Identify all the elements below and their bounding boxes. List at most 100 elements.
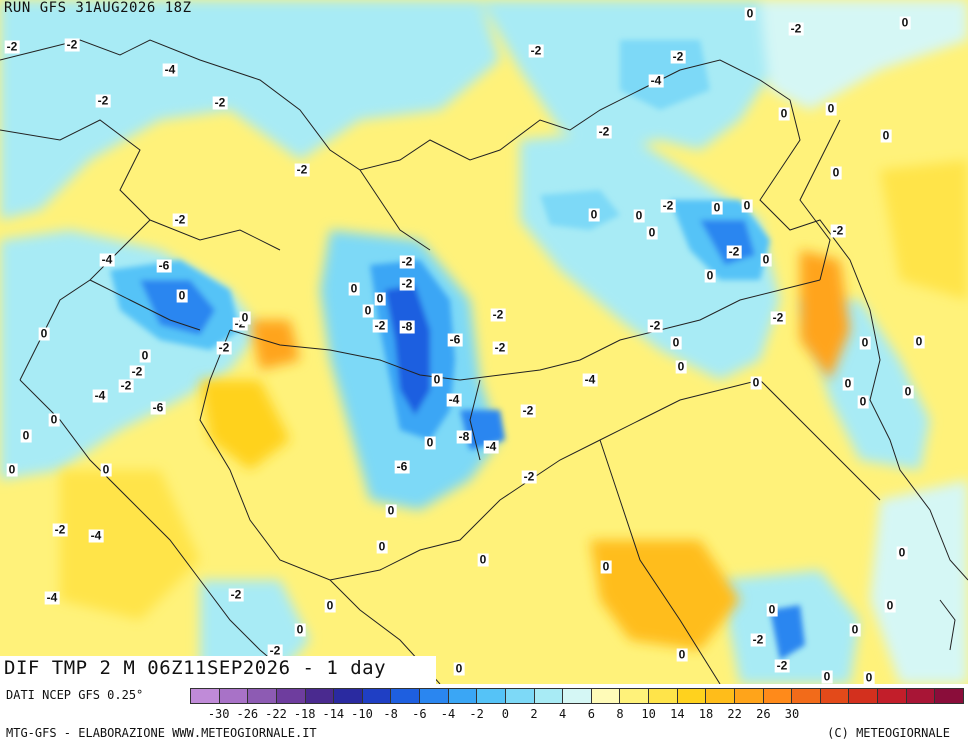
contour-label: 0	[600, 559, 612, 574]
contour-label: 0	[849, 622, 861, 637]
legend-swatch	[391, 689, 420, 703]
contour-label: -2	[647, 318, 663, 333]
legend-tick-label: -6	[412, 707, 427, 721]
contour-label: -2	[399, 276, 415, 291]
legend-tick-label: -14	[322, 707, 345, 721]
contour-label: -2	[830, 223, 846, 238]
contour-label: -4	[162, 62, 178, 77]
contour-label: 0	[863, 670, 875, 685]
contour-label: -4	[99, 252, 115, 267]
contour-label: -6	[394, 459, 410, 474]
contour-label: -2	[172, 212, 188, 227]
contour-label: 0	[744, 6, 756, 21]
legend-swatch	[763, 689, 793, 703]
contour-label: -2	[788, 21, 804, 36]
contour-label: -2	[118, 378, 134, 393]
contour-label: 0	[38, 326, 50, 341]
contour-label: 0	[139, 348, 151, 363]
contour-label: -2	[129, 364, 145, 379]
legend-swatch	[191, 689, 220, 703]
contour-label: -4	[446, 392, 462, 407]
contour-label: 0	[362, 303, 374, 318]
contour-label: 0	[913, 334, 925, 349]
legend-swatch	[849, 689, 878, 703]
legend-swatch	[248, 689, 277, 703]
contour-label: 0	[766, 602, 778, 617]
temperature-anomaly-map	[0, 0, 968, 684]
legend-swatch	[792, 689, 821, 703]
legend-tick-label: 0	[501, 707, 509, 721]
contour-label: -2	[64, 37, 80, 52]
contour-label: 0	[884, 598, 896, 613]
credit-left: MTG-GFS - ELABORAZIONE WWW.METEOGIORNALE…	[6, 726, 317, 740]
contour-label: 0	[670, 335, 682, 350]
legend-swatch	[706, 689, 735, 703]
contour-label: -2	[660, 198, 676, 213]
legend-swatch	[820, 689, 850, 703]
contour-label: -6	[156, 258, 172, 273]
map-title: DIF TMP 2 M 06Z11SEP2026 - 1 day	[4, 657, 387, 679]
legend-swatch	[477, 689, 506, 703]
legend-tick-label: -8	[383, 707, 398, 721]
contour-label: 0	[704, 268, 716, 283]
contour-label: -2	[267, 643, 283, 658]
contour-label: -2	[750, 632, 766, 647]
legend-tick-label: 22	[727, 707, 742, 721]
color-legend	[190, 688, 964, 704]
strong-cold-anomaly-areas	[110, 40, 805, 660]
data-source-label: DATI NCEP GFS 0.25°	[6, 688, 144, 702]
legend-swatch	[878, 689, 907, 703]
contour-label: -4	[483, 439, 499, 454]
contour-label: -2	[770, 310, 786, 325]
contour-label: -4	[648, 73, 664, 88]
contour-label: 0	[374, 291, 386, 306]
legend-swatch	[448, 689, 478, 703]
legend-swatch	[505, 689, 535, 703]
contour-label: 0	[48, 412, 60, 427]
legend-tick-label: -26	[236, 707, 259, 721]
contour-label: 0	[453, 661, 465, 676]
contour-label: 0	[20, 428, 32, 443]
contour-label: -2	[52, 522, 68, 537]
contour-label: -2	[4, 39, 20, 54]
legend-tick-label: 6	[587, 707, 595, 721]
legend-tick-label: -18	[293, 707, 316, 721]
contour-label: 0	[431, 372, 443, 387]
run-label: RUN GFS 31AUG2026 18Z	[4, 0, 192, 16]
contour-label: -2	[774, 658, 790, 673]
legend-swatch	[591, 689, 621, 703]
contour-label: 0	[424, 435, 436, 450]
contour-label: -4	[44, 590, 60, 605]
legend-swatch	[677, 689, 707, 703]
contour-label: 0	[348, 281, 360, 296]
legend-swatch	[906, 689, 936, 703]
legend-swatch	[649, 689, 678, 703]
contour-label: 0	[676, 647, 688, 662]
contour-label: -2	[490, 307, 506, 322]
contour-label: -2	[726, 244, 742, 259]
contour-label: -4	[92, 388, 108, 403]
contour-label: 0	[376, 539, 388, 554]
legend-tick-label: 8	[616, 707, 624, 721]
map-canvas	[0, 0, 968, 684]
title-box	[0, 656, 436, 685]
legend-swatch	[219, 689, 249, 703]
contour-label: 0	[750, 375, 762, 390]
contour-label: 0	[239, 310, 251, 325]
contour-label: 0	[830, 165, 842, 180]
contour-label: 0	[896, 545, 908, 560]
legend-tick-label: -30	[207, 707, 230, 721]
legend-tick-label: 2	[530, 707, 538, 721]
contour-label: 0	[711, 200, 723, 215]
legend-swatch	[276, 689, 306, 703]
legend-tick-label: -2	[469, 707, 484, 721]
legend-tick-label: 30	[784, 707, 800, 721]
contour-label: -2	[228, 587, 244, 602]
contour-label: 0	[842, 376, 854, 391]
legend-swatch	[334, 689, 363, 703]
contour-label: -2	[399, 254, 415, 269]
contour-label: 0	[6, 462, 18, 477]
contour-label: 0	[675, 359, 687, 374]
contour-label: 0	[646, 225, 658, 240]
contour-label: 0	[821, 669, 833, 684]
